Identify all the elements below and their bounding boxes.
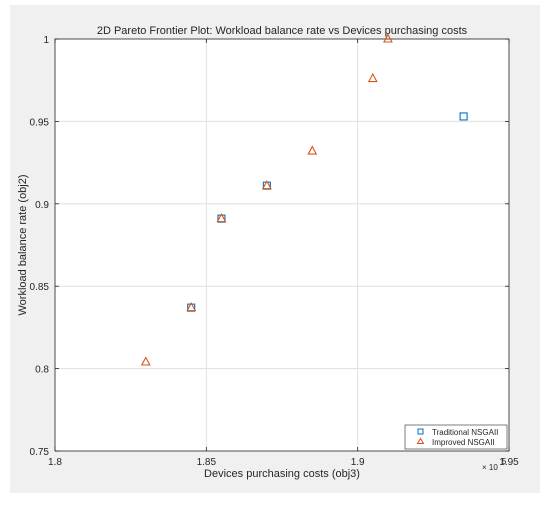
plot-box (54, 38, 510, 452)
improved-point (383, 33, 393, 43)
y-tick-label: 0.95 (30, 117, 50, 128)
axis-ticks: 1.8 1.85 1.9 1.95 0.75 0.8 0.85 0.9 0.95 1 (30, 35, 520, 468)
y-axis-label: Workload balance rate (obj2) (17, 174, 29, 315)
y-tick-label: 0.8 (35, 365, 49, 376)
y-tick-label: 0.75 (30, 447, 50, 458)
traditional-point (459, 112, 468, 121)
improved-point (216, 212, 227, 223)
improved-point (261, 180, 272, 190)
x-tick-label: 1.95 (499, 457, 519, 468)
y-tick-label: 1 (43, 35, 49, 46)
pareto-chart: 1.8 1.85 1.9 1.95 0.75 0.8 0.85 0.9 0.95 1 2D Par… (17, 25, 520, 480)
legend[interactable]: Traditional NSGAII Improved NSGAII (404, 424, 508, 450)
x-tick-label: 1.8 (48, 457, 62, 468)
improved-point (307, 145, 318, 155)
x-exponent-power: 5 (502, 457, 507, 466)
x-axis-label: Devices purchasing costs (obj3) (204, 468, 360, 480)
y-tick-label: 0.9 (35, 200, 49, 211)
improved-point (140, 356, 151, 366)
legend-square-marker (417, 428, 424, 435)
x-tick-label: 1.85 (197, 457, 217, 468)
x-tick-label: 1.9 (351, 457, 365, 468)
improved-point (367, 72, 378, 83)
plot-area (55, 39, 509, 451)
data-points (140, 33, 468, 366)
legend-label-traditional: Traditional NSGAII (432, 428, 498, 437)
legend-label-improved: Improved NSGAII (432, 438, 495, 447)
chart-title: 2D Pareto Frontier Plot: Workload balanc… (97, 25, 468, 37)
y-tick-label: 0.85 (30, 282, 50, 293)
legend-triangle-marker (416, 437, 425, 444)
improved-point (186, 301, 197, 312)
x-exponent-base: × 10 (482, 463, 498, 472)
figure-window: 1.8 1.85 1.9 1.95 0.75 0.8 0.85 0.9 0.95 1 2D Par… (10, 5, 540, 493)
